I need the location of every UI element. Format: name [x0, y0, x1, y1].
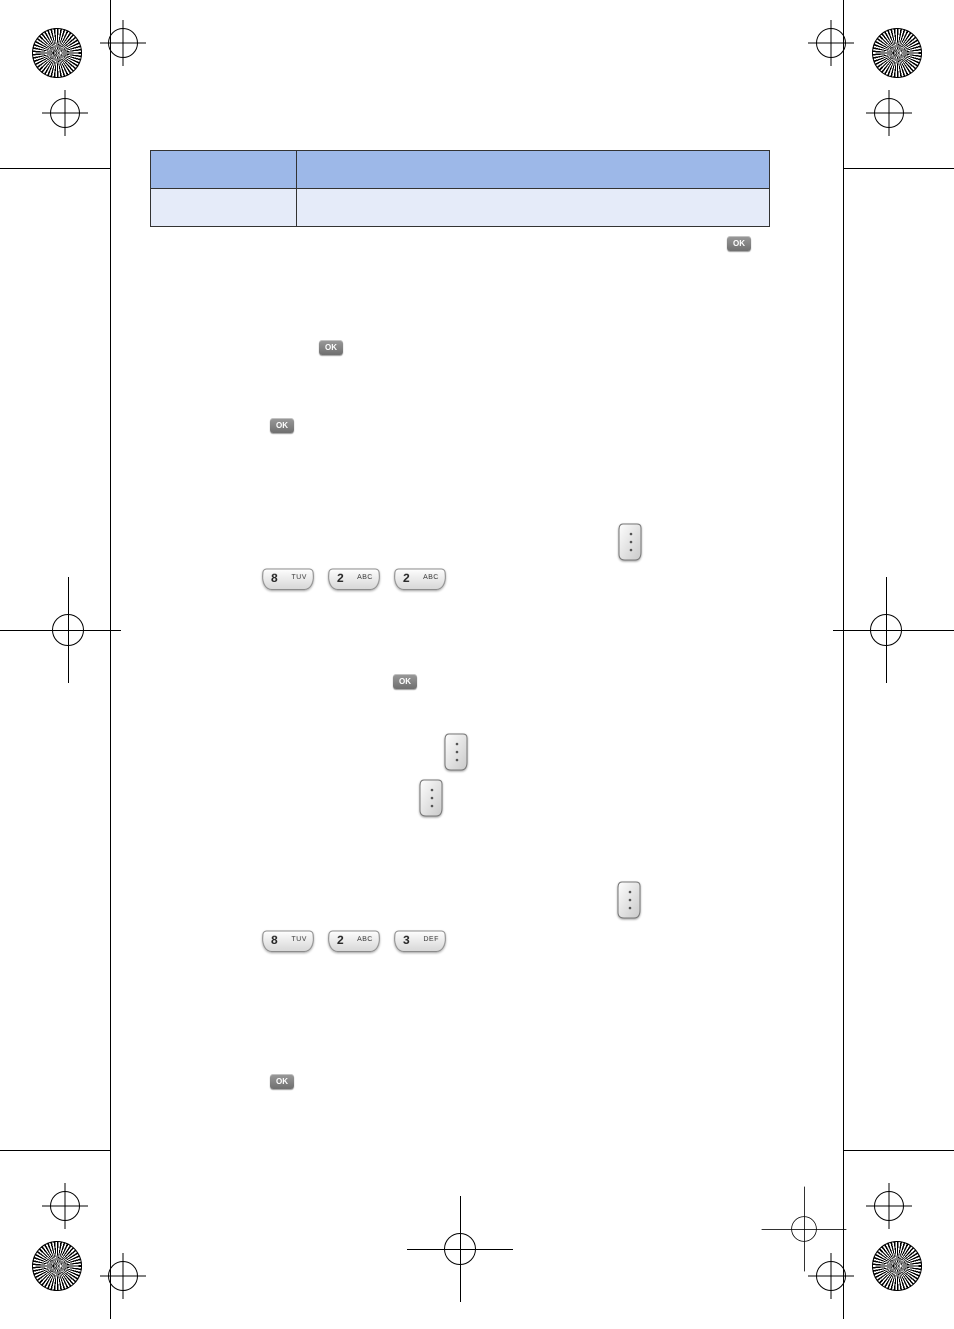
key-2[interactable]: 2ABC — [393, 569, 447, 591]
ok-button-2[interactable]: OK — [319, 340, 343, 355]
header-cell-b — [297, 151, 770, 189]
registration-mark-br2 — [780, 1205, 828, 1253]
key-2[interactable]: 2ABC — [327, 569, 381, 591]
registration-mark-ml — [38, 600, 98, 660]
header-cell-a — [151, 151, 297, 189]
ok-button-1[interactable]: OK — [727, 236, 751, 251]
registration-mark-bl — [0, 1149, 170, 1329]
rule-bl-h — [0, 1150, 110, 1151]
key-8[interactable]: 8TUV — [261, 931, 315, 953]
key-3[interactable]: 3DEF — [393, 931, 447, 953]
rule-tr-h — [844, 168, 954, 169]
softkey-icon-4[interactable] — [616, 880, 642, 920]
keypad-row-1: 8TUV 2ABC 2ABC — [262, 568, 446, 590]
header-table — [150, 150, 770, 227]
page-margin-right — [843, 0, 844, 1319]
page-margin-left — [110, 0, 111, 1319]
softkey-icon-2[interactable] — [443, 732, 469, 772]
ok-button-5[interactable]: OK — [270, 1074, 294, 1089]
registration-mark-tr — [784, 0, 954, 170]
rule-mr — [914, 630, 954, 631]
ok-button-4[interactable]: OK — [393, 674, 417, 689]
rule-br-h — [844, 1150, 954, 1151]
registration-mark-bc — [430, 1219, 490, 1279]
row-cell-a — [151, 189, 297, 227]
key-8[interactable]: 8TUV — [261, 569, 315, 591]
rule-ml — [0, 630, 40, 631]
registration-mark-mr — [856, 600, 916, 660]
softkey-icon-1[interactable] — [617, 522, 643, 562]
rule-tl-h — [0, 168, 110, 169]
key-2[interactable]: 2ABC — [327, 931, 381, 953]
ok-button-3[interactable]: OK — [270, 418, 294, 433]
row-cell-b — [297, 189, 770, 227]
registration-mark-tl — [0, 0, 170, 170]
keypad-row-2: 8TUV 2ABC 3DEF — [262, 930, 446, 952]
softkey-icon-3[interactable] — [418, 778, 444, 818]
